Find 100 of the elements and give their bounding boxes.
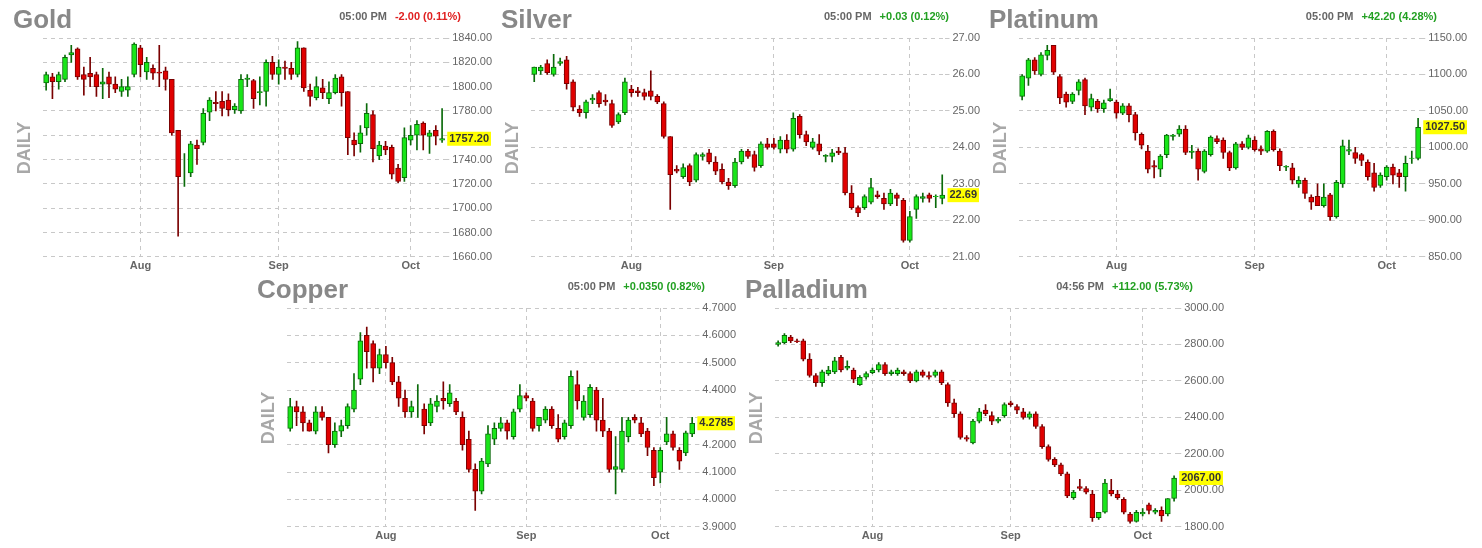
y-tick-label: 21.00 bbox=[952, 249, 980, 262]
y-tick-label: 1000.00 bbox=[1428, 140, 1468, 153]
x-tick-label: Aug bbox=[1105, 259, 1128, 272]
x-tick-label: Aug bbox=[375, 529, 397, 542]
y-tick-label: 2800.00 bbox=[1184, 337, 1224, 350]
annotation: 22.69 bbox=[949, 188, 977, 201]
y-axis-title: DAILY bbox=[501, 121, 523, 175]
candlestick bbox=[1346, 139, 1352, 156]
y-tick-label: 1150.00 bbox=[1428, 31, 1468, 44]
annotation: 2067.00 bbox=[1181, 471, 1221, 484]
y-tick-label: 4.5000 bbox=[702, 355, 737, 368]
candlestick bbox=[635, 86, 641, 97]
text: +0.0350 (0.82%) bbox=[623, 280, 705, 292]
candlestick bbox=[351, 132, 357, 157]
y-axis-title: DAILY bbox=[257, 391, 279, 445]
chart-subtitle: 05:00 PM bbox=[1305, 10, 1354, 22]
annotation: 4.2785 bbox=[699, 416, 734, 429]
y-tick-label: 4.4000 bbox=[702, 383, 737, 396]
y-tick-label: 3.9000 bbox=[702, 519, 737, 532]
candlestick bbox=[1283, 165, 1289, 172]
x-tick-label: Sep bbox=[268, 259, 290, 272]
candlestick bbox=[319, 79, 326, 100]
y-tick-label: 26.00 bbox=[952, 67, 980, 80]
y-tick-label: 2200.00 bbox=[1184, 446, 1224, 459]
y-tick-label: 1050.00 bbox=[1428, 103, 1468, 116]
y-tick-label: 23.00 bbox=[952, 176, 980, 189]
y-tick-label: 4.7000 bbox=[702, 301, 737, 314]
candlestick bbox=[932, 194, 939, 208]
annotation: 1757.20 bbox=[449, 131, 489, 144]
chart-title: Platinum bbox=[989, 4, 1099, 35]
y-axis-title: DAILY bbox=[989, 121, 1011, 175]
y-tick-label: 1660.00 bbox=[452, 249, 492, 262]
candlestick bbox=[1396, 168, 1403, 188]
y-tick-label: 4.0000 bbox=[702, 492, 737, 505]
chart-subtitle: 05:00 PM bbox=[823, 10, 872, 22]
y-tick-label: 24.00 bbox=[952, 140, 980, 153]
y-tick-label: 2400.00 bbox=[1184, 410, 1224, 423]
y-tick-label: 1680.00 bbox=[452, 225, 492, 238]
x-tick-label: Aug bbox=[620, 259, 643, 272]
candlestick bbox=[1189, 144, 1195, 159]
candlestick bbox=[1151, 160, 1157, 179]
x-tick-label: Aug bbox=[861, 529, 884, 542]
candlestick bbox=[244, 74, 251, 87]
y-tick-label: 950.00 bbox=[1428, 176, 1462, 189]
x-tick-label: Oct bbox=[1133, 529, 1153, 542]
y-tick-label: 2000.00 bbox=[1184, 483, 1224, 496]
y-tick-label: 1820.00 bbox=[452, 55, 492, 68]
y-tick-label: 4.1000 bbox=[702, 465, 737, 478]
chart-title: Palladium bbox=[745, 274, 868, 305]
chart-title: Gold bbox=[13, 4, 73, 35]
x-tick-label: Oct bbox=[1377, 259, 1397, 272]
y-axis-title: DAILY bbox=[13, 121, 35, 175]
candlestick bbox=[68, 44, 75, 63]
chart-title: Silver bbox=[501, 4, 572, 35]
y-tick-label: 3000.00 bbox=[1184, 301, 1224, 314]
x-tick-label: Sep bbox=[1000, 529, 1022, 542]
text: -2.00 (0.11%) bbox=[394, 10, 461, 22]
x-tick-label: Oct bbox=[651, 529, 670, 542]
text: +112.00 (5.73%) bbox=[1111, 280, 1193, 292]
y-tick-label: 1740.00 bbox=[452, 152, 492, 165]
y-tick-label: 1800.00 bbox=[452, 79, 492, 92]
y-tick-label: 1840.00 bbox=[452, 31, 492, 44]
candlestick bbox=[1076, 479, 1083, 491]
x-tick-label: Sep bbox=[763, 259, 785, 272]
y-tick-label: 1700.00 bbox=[452, 201, 492, 214]
y-tick-label: 4.6000 bbox=[702, 328, 737, 341]
x-tick-label: Sep bbox=[516, 529, 537, 542]
x-tick-label: Oct bbox=[401, 259, 421, 272]
y-tick-label: 22.00 bbox=[952, 213, 980, 226]
x-tick-label: Sep bbox=[1244, 259, 1266, 272]
chart-subtitle: 05:00 PM bbox=[339, 10, 387, 22]
candlestick bbox=[1107, 88, 1113, 102]
text: +42.20 (4.28%) bbox=[1361, 10, 1437, 22]
candlestick bbox=[439, 108, 445, 143]
candlestick bbox=[99, 68, 106, 100]
text: +0.03 (0.12%) bbox=[879, 10, 949, 22]
candlestick bbox=[87, 57, 93, 87]
candlestick bbox=[81, 66, 87, 96]
y-tick-label: 1720.00 bbox=[452, 176, 492, 189]
y-tick-label: 25.00 bbox=[952, 103, 980, 116]
y-tick-label: 27.00 bbox=[952, 31, 980, 44]
chart-subtitle: 04:56 PM bbox=[1056, 280, 1104, 292]
x-tick-label: Oct bbox=[900, 259, 920, 272]
candlestick bbox=[1108, 479, 1115, 497]
chart-subtitle: 05:00 PM bbox=[567, 280, 616, 292]
candlestick bbox=[939, 174, 946, 205]
y-tick-label: 1100.00 bbox=[1428, 67, 1468, 80]
chart-title: Copper bbox=[257, 274, 348, 305]
annotation: 1027.50 bbox=[1425, 120, 1465, 133]
y-tick-label: 1780.00 bbox=[452, 103, 492, 116]
candlestick bbox=[125, 76, 131, 97]
candlestick bbox=[282, 60, 288, 80]
y-axis-title: DAILY bbox=[745, 391, 767, 445]
y-tick-label: 1800.00 bbox=[1184, 519, 1224, 532]
y-tick-label: 850.00 bbox=[1428, 249, 1462, 262]
y-tick-label: 900.00 bbox=[1428, 213, 1462, 226]
y-tick-label: 4.2000 bbox=[702, 437, 737, 450]
x-tick-label: Aug bbox=[129, 259, 152, 272]
y-tick-label: 2600.00 bbox=[1184, 373, 1224, 386]
candlestick bbox=[194, 139, 200, 165]
